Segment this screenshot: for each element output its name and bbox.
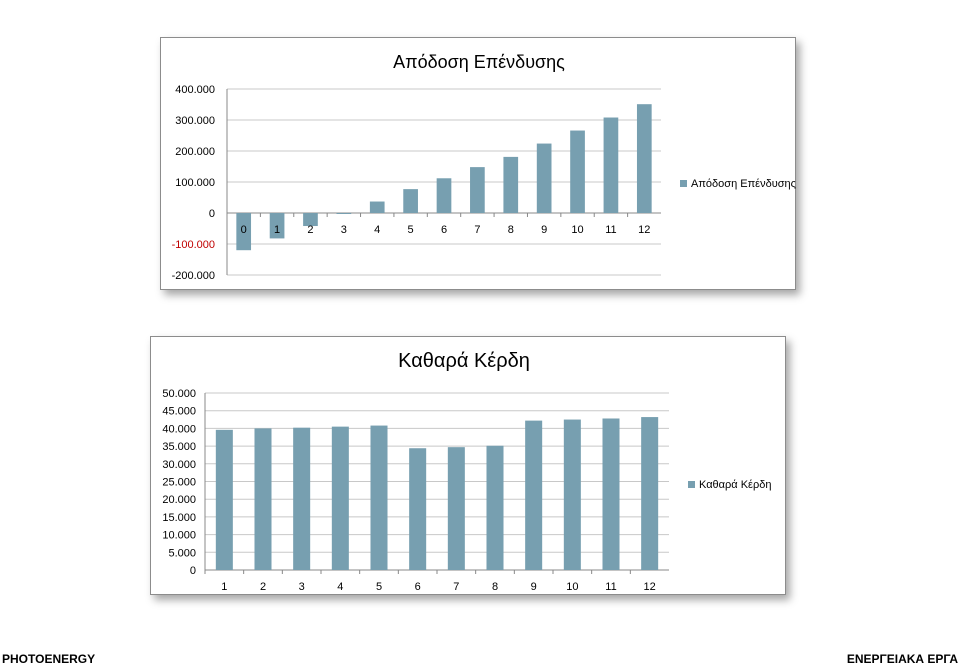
x-category-label: 4 bbox=[374, 224, 380, 236]
investment-return-chart-svg: Απόδοση Επένδυσης400.000300.000200.00010… bbox=[172, 52, 796, 282]
y-tick-label: 200.000 bbox=[175, 146, 215, 158]
bar bbox=[563, 419, 581, 570]
x-category-label: 11 bbox=[605, 581, 616, 593]
x-category-label: 6 bbox=[415, 581, 421, 593]
net-profit-chart-svg: Καθαρά Κέρδη50.00045.00040.00035.00030.0… bbox=[162, 350, 771, 593]
y-tick-label: 0 bbox=[209, 208, 215, 220]
x-category-label: 12 bbox=[644, 581, 656, 593]
y-tick-label: 300.000 bbox=[175, 115, 215, 127]
footer-company-name: PHOTOENERGY bbox=[2, 652, 96, 666]
bar bbox=[331, 426, 349, 570]
y-tick-label: 100.000 bbox=[175, 177, 215, 189]
bar bbox=[336, 213, 352, 214]
x-category-label: 11 bbox=[605, 224, 616, 236]
x-category-label: 2 bbox=[260, 581, 266, 593]
bar bbox=[470, 167, 485, 213]
legend-swatch bbox=[688, 481, 695, 488]
bar bbox=[603, 117, 619, 213]
x-category-label: 3 bbox=[341, 224, 347, 236]
x-category-label: 9 bbox=[541, 224, 547, 236]
bar bbox=[370, 425, 388, 570]
bar bbox=[536, 143, 552, 213]
bar bbox=[436, 178, 452, 213]
footer-tagline: ΕΝΕΡΓΕΙΑΚΑ ΕΡΓΑ bbox=[846, 652, 958, 666]
y-tick-label: 30.000 bbox=[162, 459, 196, 471]
legend-label: Καθαρά Κέρδη bbox=[699, 479, 771, 491]
x-category-label: 9 bbox=[531, 581, 537, 593]
net-profit-chart: Καθαρά Κέρδη 50.000 45.000 40.000 35.000 30.0… bbox=[150, 336, 786, 595]
x-category-label: 6 bbox=[441, 224, 447, 236]
y-tick-label: -100.000 bbox=[172, 239, 215, 251]
x-category-label: 5 bbox=[408, 224, 414, 236]
y-tick-label: 5.000 bbox=[168, 547, 196, 559]
y-tick-label: -200.000 bbox=[172, 270, 215, 282]
x-category-label: 2 bbox=[307, 224, 313, 236]
chart-title: Απόδοση Επένδυσης bbox=[393, 52, 565, 72]
bar bbox=[636, 104, 652, 213]
bar bbox=[570, 130, 585, 213]
bar bbox=[215, 429, 233, 570]
x-category-label: 7 bbox=[474, 224, 480, 236]
x-category-label: 5 bbox=[376, 581, 382, 593]
bar bbox=[486, 445, 504, 570]
y-tick-label: 10.000 bbox=[162, 530, 196, 542]
bar bbox=[236, 213, 252, 251]
x-category-label: 1 bbox=[274, 224, 280, 236]
bar bbox=[403, 189, 418, 213]
bar bbox=[641, 417, 659, 570]
x-category-label: 1 bbox=[221, 581, 227, 593]
bar bbox=[525, 420, 543, 570]
bar bbox=[503, 156, 519, 213]
x-category-label: 0 bbox=[241, 224, 247, 236]
bar bbox=[269, 213, 285, 239]
x-category-label: 4 bbox=[337, 581, 343, 593]
bar bbox=[369, 201, 385, 213]
bar bbox=[602, 418, 620, 570]
bar bbox=[303, 213, 318, 227]
legend-swatch bbox=[680, 180, 687, 187]
y-tick-label: 400.000 bbox=[175, 84, 215, 96]
chart-title: Καθαρά Κέρδη bbox=[398, 350, 530, 372]
y-tick-label: 0 bbox=[190, 565, 196, 577]
x-category-label: 10 bbox=[566, 581, 578, 593]
y-tick-label: 25.000 bbox=[162, 477, 196, 489]
bar bbox=[409, 448, 427, 570]
bar bbox=[447, 447, 465, 570]
x-category-label: 10 bbox=[571, 224, 583, 236]
x-category-label: 8 bbox=[492, 581, 498, 593]
y-tick-label: 50.000 bbox=[162, 388, 196, 400]
y-tick-label: 20.000 bbox=[162, 494, 196, 506]
bar bbox=[254, 428, 272, 570]
investment-return-chart: Απόδοση Επένδυσης 400.000 300.000 200.000 10… bbox=[160, 37, 796, 290]
x-category-label: 8 bbox=[508, 224, 514, 236]
y-tick-label: 35.000 bbox=[162, 441, 196, 453]
y-tick-label: 45.000 bbox=[162, 406, 196, 418]
x-category-label: 3 bbox=[299, 581, 305, 593]
y-tick-label: 15.000 bbox=[162, 512, 196, 524]
x-category-label: 7 bbox=[453, 581, 459, 593]
bar bbox=[293, 427, 311, 570]
y-tick-label: 40.000 bbox=[162, 423, 196, 435]
legend-label: Απόδοση Επένδυσης bbox=[691, 178, 796, 190]
x-category-label: 12 bbox=[638, 224, 650, 236]
